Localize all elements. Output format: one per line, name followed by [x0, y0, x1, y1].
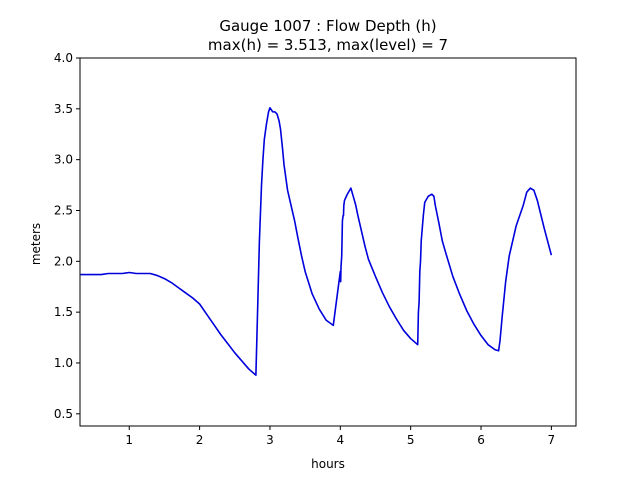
x-tick-label: 2 [196, 433, 204, 447]
plot-frame [79, 57, 577, 427]
x-tick-label: 3 [266, 433, 274, 447]
x-tick-label: 7 [548, 433, 556, 447]
y-tick-label: 1.0 [54, 356, 73, 370]
y-tick-label: 3.5 [54, 102, 73, 116]
y-tick-label: 2.5 [54, 203, 73, 217]
y-axis-label: meters [29, 223, 43, 265]
x-tick-label: 5 [407, 433, 415, 447]
plot-area: 1 2 3 4 5 6 7 0.5 1.0 1.5 2.0 2.5 3.0 3.5 4.0 [54, 51, 577, 447]
x-tick-label: 4 [336, 433, 344, 447]
x-tick-label: 1 [125, 433, 133, 447]
y-tick-label: 0.5 [54, 407, 73, 421]
x-tick-label: 6 [477, 433, 485, 447]
series-line-0 [80, 107, 553, 376]
y-tick-label: 2.0 [54, 254, 73, 268]
y-tick-label: 3.0 [54, 153, 73, 167]
x-axis-label: hours [311, 457, 345, 471]
chart-title-line-1: Gauge 1007 : Flow Depth (h) [219, 17, 436, 35]
y-tick-label: 4.0 [54, 51, 73, 65]
y-tick-label: 1.5 [54, 305, 73, 319]
chart-title-line-2: max(h) = 3.513, max(level) = 7 [208, 36, 448, 54]
